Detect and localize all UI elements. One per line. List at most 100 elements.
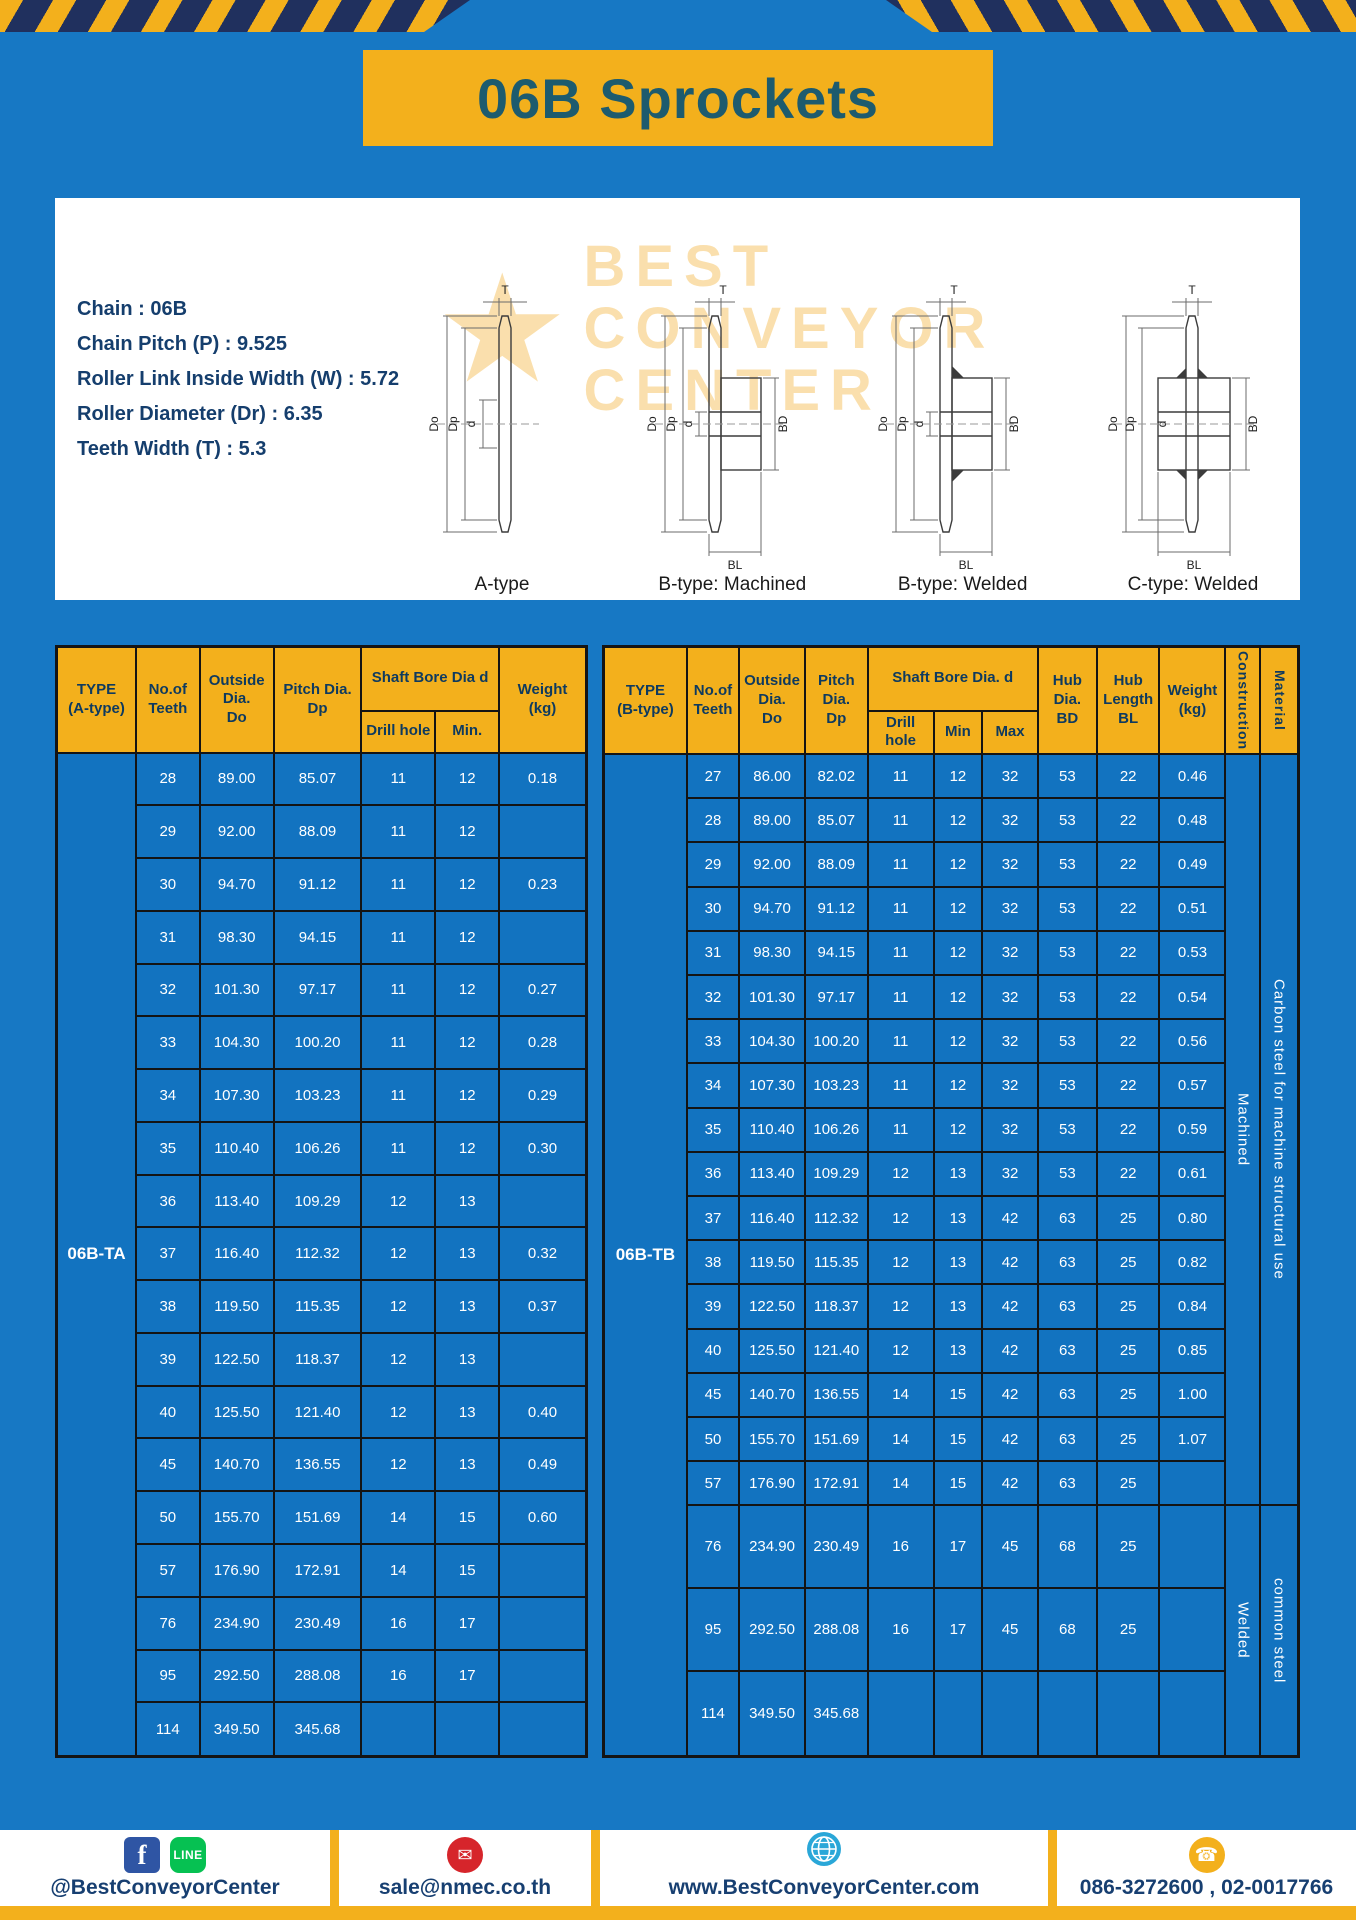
table-row: 34 107.30 103.23 11 12 32 53 22 0.57 <box>604 1062 1299 1109</box>
table-cell: 32 <box>981 752 1039 800</box>
material-cell: common steel <box>1259 1504 1300 1758</box>
table-cell: 30 <box>135 857 201 912</box>
svg-text:Do: Do <box>876 416 890 432</box>
diagram-label: A-type <box>474 574 530 595</box>
table-cell: 13 <box>434 1226 500 1282</box>
table-cell: 0.32 <box>498 1226 588 1282</box>
footer-bottom-strip <box>0 1906 1356 1920</box>
footer-phone-label: 086-3272600 , 02-0017766 <box>1079 1876 1334 1899</box>
table-cell: 22 <box>1095 1150 1161 1198</box>
table-cell: 116.40 <box>738 1195 807 1242</box>
table-cell <box>1158 1587 1227 1673</box>
table-cell: 110.40 <box>738 1106 807 1153</box>
table-cell <box>434 1701 500 1758</box>
table-cell: 12 <box>866 1283 935 1330</box>
table-row: 33 104.30 100.20 11 12 0.28 <box>57 1015 588 1071</box>
table-cell: 234.90 <box>198 1595 275 1651</box>
table-cell: 76 <box>685 1504 741 1590</box>
table-cell: 25 <box>1095 1460 1161 1507</box>
table-cell: 28 <box>685 797 741 844</box>
table-row: 114 349.50 345.68 <box>604 1670 1299 1758</box>
table-cell: 63 <box>1036 1239 1098 1286</box>
table-cell <box>498 1648 588 1704</box>
table-row: 32 101.30 97.17 11 12 32 53 22 0.54 <box>604 974 1299 1021</box>
table-cell: 349.50 <box>198 1701 275 1758</box>
table-cell: 109.29 <box>804 1150 869 1198</box>
column-subheader: Max <box>981 709 1039 755</box>
table-cell: 63 <box>1036 1416 1098 1463</box>
table-row: 50 155.70 151.69 14 15 42 63 25 1.07 <box>604 1416 1299 1463</box>
table-cell: 0.85 <box>1158 1327 1227 1374</box>
table-cell: 92.00 <box>198 804 275 860</box>
table-cell: 12 <box>932 929 984 977</box>
diagram-b-type-machined: T Do Dp d BD BL B-type: Machined <box>637 272 827 596</box>
table-cell: 12 <box>932 797 984 844</box>
table-cell: 57 <box>135 1542 201 1598</box>
column-header: Pitch Dia. Dp <box>804 645 869 755</box>
table-cell: 14 <box>866 1371 935 1419</box>
table-cell: 85.07 <box>804 797 869 844</box>
type-cell: 06B-TB <box>602 753 688 1758</box>
table-cell: 0.37 <box>498 1279 588 1334</box>
table-row: 33 104.30 100.20 11 12 32 53 22 0.56 <box>604 1018 1299 1065</box>
table-cell: 32 <box>981 974 1039 1021</box>
table-cell: 22 <box>1095 752 1161 800</box>
table-cell: 53 <box>1036 929 1098 977</box>
table-cell: 11 <box>866 974 935 1021</box>
table-cell: 292.50 <box>198 1648 275 1704</box>
table-cell <box>498 909 588 965</box>
table-cell: 95 <box>135 1648 201 1704</box>
table-cell: 12 <box>360 1384 437 1440</box>
svg-text:Do: Do <box>1106 416 1120 432</box>
svg-text:BD: BD <box>1246 415 1260 432</box>
table-cell: 32 <box>981 797 1039 844</box>
table-cell: 14 <box>360 1542 437 1598</box>
table-cell: 0.56 <box>1158 1018 1227 1065</box>
page-title: 06B Sprockets <box>476 66 880 130</box>
table-cell: 17 <box>434 1595 500 1651</box>
table-cell: 136.55 <box>272 1437 363 1493</box>
table-cell: 63 <box>1036 1371 1098 1419</box>
table-row: 95 292.50 288.08 16 17 45 68 25 <box>604 1587 1299 1673</box>
table-cell: 106.26 <box>272 1120 363 1176</box>
table-cell: 140.70 <box>738 1371 807 1419</box>
table-cell: 112.32 <box>272 1226 363 1282</box>
table-row: 37 116.40 112.32 12 13 42 63 25 0.80 <box>604 1195 1299 1242</box>
table-cell: 12 <box>360 1331 437 1387</box>
svg-text:d: d <box>912 421 926 428</box>
table-cell: 151.69 <box>804 1416 869 1463</box>
table-cell: 0.30 <box>498 1120 588 1176</box>
table-row: 30 94.70 91.12 11 12 32 53 22 0.51 <box>604 885 1299 932</box>
table-row: 34 107.30 103.23 11 12 0.29 <box>57 1068 588 1123</box>
column-header: No.of Teeth <box>135 645 201 754</box>
table-cell: 42 <box>981 1283 1039 1330</box>
spec-line: Teeth Width (T) : 5.3 <box>77 438 267 460</box>
table-cell: 39 <box>685 1283 741 1330</box>
table-cell: 42 <box>981 1195 1039 1242</box>
table-cell: 0.54 <box>1158 974 1227 1021</box>
table-cell: 122.50 <box>738 1283 807 1330</box>
table-cell: 0.57 <box>1158 1062 1227 1109</box>
spec-line: Roller Link Inside Width (W) : 5.72 <box>77 368 400 390</box>
spec-line: Chain : 06B <box>77 298 188 320</box>
construction-cell: Machined <box>1224 752 1262 1507</box>
table-cell: 0.53 <box>1158 929 1227 977</box>
table-cell: 13 <box>434 1384 500 1440</box>
table-cell: 107.30 <box>198 1068 275 1123</box>
table-cell: 11 <box>360 1068 437 1123</box>
table-cell: 0.49 <box>1158 841 1227 888</box>
table-cell: 125.50 <box>738 1327 807 1374</box>
svg-text:T: T <box>1188 283 1196 297</box>
table-cell: 12 <box>434 1015 500 1071</box>
table-a-type: TYPE (A-type) No.of Teeth Outside Dia. Do P… <box>55 645 588 1758</box>
table-cell: 94.15 <box>272 909 363 965</box>
table-cell: 94.70 <box>198 857 275 912</box>
column-header: Pitch Dia. Dp <box>272 645 363 754</box>
table-cell: 12 <box>932 974 984 1021</box>
table-cell: 40 <box>685 1327 741 1374</box>
table-row: 32 101.30 97.17 11 12 0.27 <box>57 962 588 1018</box>
table-row: 45 140.70 136.55 14 15 42 63 25 1.00 <box>604 1371 1299 1419</box>
table-row: 40 125.50 121.40 12 13 42 63 25 0.85 <box>604 1327 1299 1374</box>
table-cell: 32 <box>685 974 741 1021</box>
table-cell: 22 <box>1095 841 1161 888</box>
